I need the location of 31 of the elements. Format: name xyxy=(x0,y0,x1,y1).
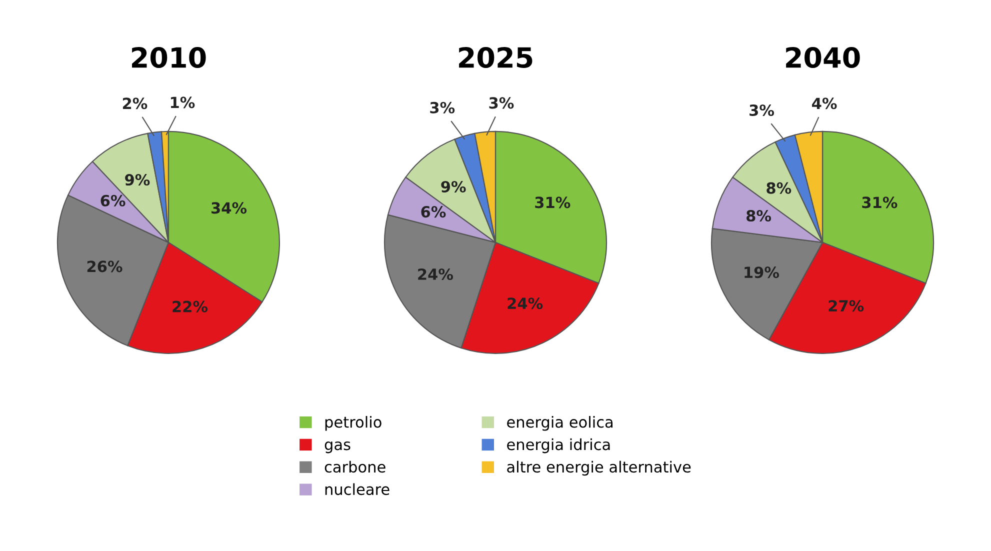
data-label: 31% xyxy=(535,196,570,208)
data-label: 8% xyxy=(746,210,772,222)
data-label: 1% xyxy=(170,96,195,108)
data-label: 19% xyxy=(744,266,780,278)
data-label: 24% xyxy=(508,298,543,310)
data-label: 27% xyxy=(828,300,864,312)
data-label: 6% xyxy=(100,194,126,206)
data-label: 2% xyxy=(122,98,148,110)
legend-label: altre energie alternative xyxy=(507,460,691,476)
legend-label: carbone xyxy=(324,460,386,473)
data-label: 3% xyxy=(750,104,774,116)
data-label: 26% xyxy=(87,260,122,272)
data-label: 22% xyxy=(172,300,208,312)
chart-title: 2040 xyxy=(786,46,860,68)
chart-title: 2025 xyxy=(459,46,532,68)
legend-label: energia idrica xyxy=(507,438,610,454)
legend-label: petrolio xyxy=(325,416,382,431)
data-label: 34% xyxy=(212,202,247,214)
data-label: 3% xyxy=(430,102,455,114)
data-label: 31% xyxy=(862,196,898,208)
data-label: 3% xyxy=(489,97,514,109)
data-label: 6% xyxy=(421,206,446,218)
data-label: 8% xyxy=(766,182,792,194)
data-label: 24% xyxy=(418,268,453,280)
legend-label: energia eolica xyxy=(507,416,612,431)
chart-title: 2010 xyxy=(132,46,206,68)
legend-label: nucleare xyxy=(325,483,390,496)
data-label: 9% xyxy=(441,180,466,192)
data-label: 9% xyxy=(125,174,150,186)
data-label: 4% xyxy=(812,98,837,110)
legend-label: gas xyxy=(324,441,350,454)
